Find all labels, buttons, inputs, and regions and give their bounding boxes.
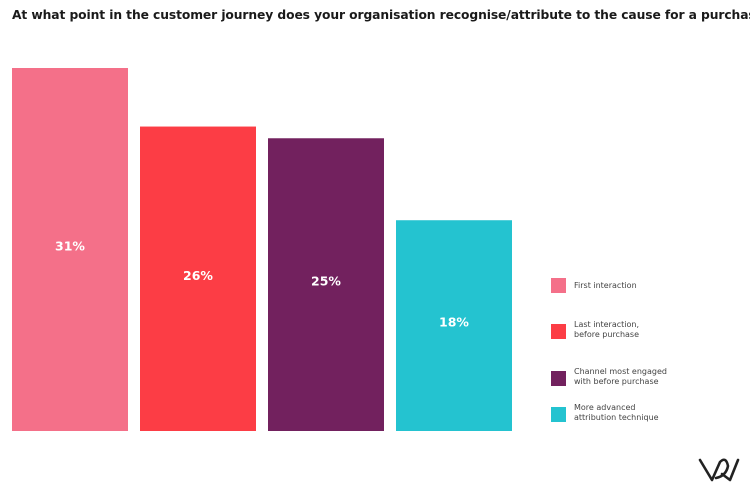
legend-label: First interaction <box>574 280 637 290</box>
legend-item: First interaction <box>551 278 684 293</box>
data-label: 31% <box>55 239 85 254</box>
legend-item: Last interaction, before purchase <box>551 320 684 340</box>
legend-swatch <box>551 323 566 339</box>
legend-swatch <box>551 370 566 386</box>
data-label: 26% <box>183 268 213 283</box>
legend-label: More advanced attribution technique <box>574 403 659 422</box>
legend-swatch <box>551 278 566 293</box>
legend-item: Channel most engaged with before purchase <box>551 367 684 387</box>
bar <box>12 68 128 431</box>
data-label: 25% <box>311 274 341 289</box>
bar <box>268 138 384 432</box>
legend-swatch <box>551 406 566 422</box>
legend-item: More advanced attribution technique <box>551 403 684 423</box>
bar <box>140 126 256 431</box>
data-label: 18% <box>439 315 469 330</box>
bar <box>396 220 512 431</box>
legend-label: Last interaction, before purchase <box>574 320 640 339</box>
legend-label: Channel most engaged with before purchase <box>574 367 667 386</box>
chart-title: At what point in the customer journey do… <box>12 8 750 22</box>
